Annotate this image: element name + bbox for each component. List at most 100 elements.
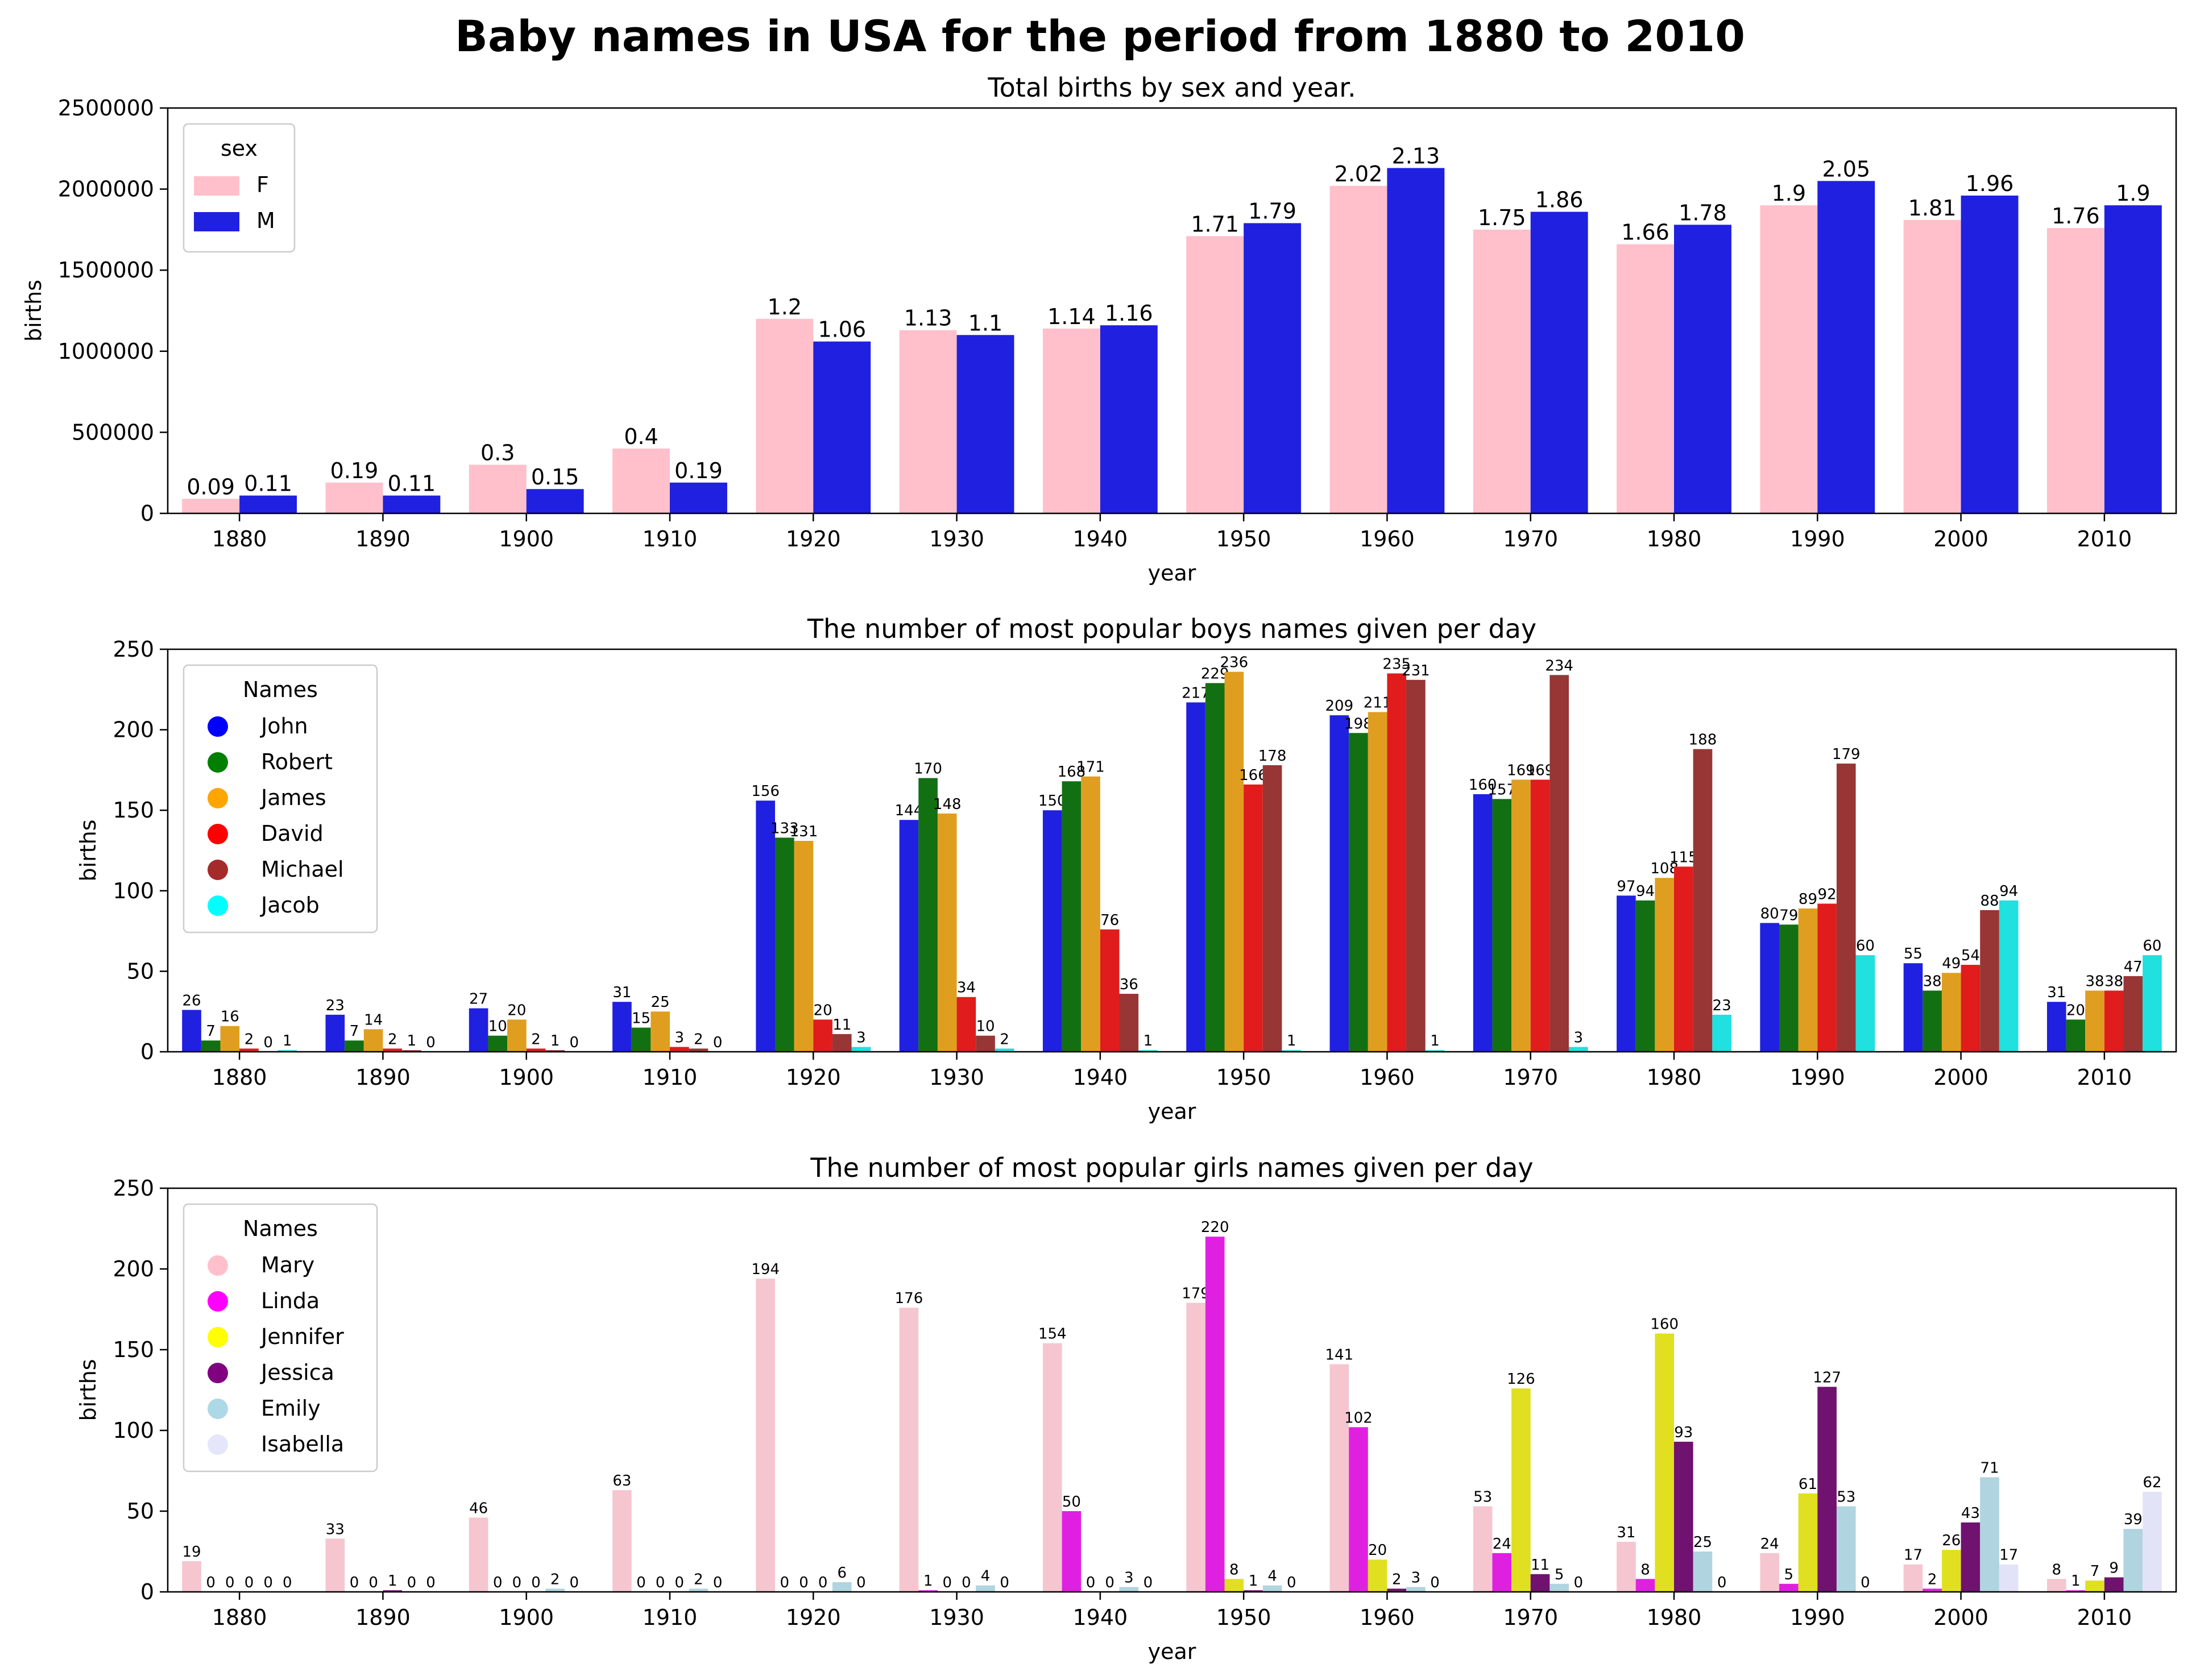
x-tick-label: 1880 [212, 526, 267, 551]
legend-label: Robert [261, 749, 333, 774]
data-label: 25 [1693, 1534, 1712, 1551]
data-label: 170 [914, 761, 942, 778]
bar-jacob-1990 [1855, 955, 1875, 1052]
data-label: 0 [1143, 1574, 1153, 1591]
bar-james-1960 [1368, 712, 1387, 1052]
data-label: 169 [1526, 762, 1555, 779]
data-label: 0 [799, 1574, 809, 1591]
y-tick-label: 500000 [72, 420, 154, 445]
bar-m-1910 [670, 482, 727, 513]
data-label: 60 [2143, 938, 2161, 955]
legend-label: Jennifer [260, 1324, 344, 1349]
axes-frame [167, 107, 2177, 515]
x-tick-label: 1940 [1072, 1605, 1128, 1630]
bar-mary-1990 [1760, 1553, 1780, 1592]
bar-jacob-1950 [1282, 1050, 1302, 1052]
data-label: 7 [350, 1023, 359, 1040]
bar-jessica-2010 [2104, 1577, 2124, 1592]
data-label: 179 [1832, 746, 1861, 763]
bar-john-1970 [1473, 794, 1493, 1052]
data-label: 25 [651, 994, 670, 1011]
legend-label: Linda [261, 1288, 320, 1313]
data-label: 88 [1980, 893, 1999, 910]
data-label: 0 [1105, 1574, 1114, 1591]
bar-john-1900 [469, 1008, 488, 1052]
bar-jennifer-1990 [1798, 1493, 1818, 1592]
bar-jacob-2000 [1999, 900, 2019, 1052]
bar-michael-1920 [832, 1034, 852, 1052]
x-tick-label: 1910 [643, 1605, 698, 1630]
legend-marker-jacob [208, 895, 228, 916]
y-axis-label: births [76, 819, 101, 881]
x-tick-label: 1950 [1216, 526, 1271, 551]
bar-jennifer-2000 [1941, 1550, 1961, 1592]
bar-isabella-2000 [1999, 1564, 2019, 1592]
bar-john-1950 [1186, 702, 1205, 1052]
x-tick-label: 1990 [1790, 1065, 1845, 1090]
x-axis-label: year [1148, 561, 1196, 586]
data-label: 127 [1813, 1369, 1841, 1386]
x-tick-label: 1980 [1647, 526, 1702, 551]
bar-james-1880 [220, 1026, 240, 1052]
bar-jacob-1880 [277, 1050, 297, 1052]
data-label: 0 [713, 1574, 723, 1591]
bar-robert-1900 [488, 1035, 508, 1052]
x-axis-label: year [1148, 1639, 1196, 1664]
data-label: 234 [1545, 657, 1573, 674]
data-label: 62 [2143, 1474, 2161, 1491]
data-label: 231 [1402, 662, 1430, 679]
bar-michael-1960 [1406, 679, 1426, 1052]
data-label: 160 [1650, 1316, 1679, 1333]
chart-title: The number of most popular boys names gi… [807, 613, 1536, 644]
data-label: 209 [1325, 698, 1354, 715]
bar-f-2000 [1903, 219, 1961, 514]
data-label: 0 [368, 1574, 378, 1591]
bar-m-1960 [1387, 168, 1445, 513]
data-label: 0 [1430, 1574, 1440, 1591]
data-label: 0 [570, 1574, 579, 1591]
bar-michael-1900 [545, 1050, 565, 1052]
x-tick-label: 1950 [1216, 1065, 1271, 1090]
bar-linda-1980 [1635, 1579, 1655, 1592]
data-label: 141 [1325, 1347, 1354, 1364]
bar-f-1920 [756, 318, 814, 513]
data-label: 1 [283, 1032, 292, 1050]
x-tick-label: 1930 [929, 526, 984, 551]
bar-mary-1950 [1186, 1302, 1205, 1592]
bar-james-2000 [1941, 973, 1961, 1052]
data-label: 2 [245, 1031, 254, 1048]
data-label: 0.15 [531, 464, 579, 490]
data-label: 23 [326, 997, 345, 1014]
data-label: 148 [933, 796, 962, 813]
bar-mary-1880 [182, 1561, 201, 1592]
bar-robert-2010 [2066, 1019, 2086, 1052]
data-label: 53 [1837, 1488, 1855, 1505]
bar-james-1920 [794, 841, 814, 1052]
data-label: 24 [1760, 1536, 1779, 1553]
data-label: 0 [283, 1574, 292, 1591]
axes-frame [167, 1187, 2177, 1593]
data-label: 31 [2047, 984, 2066, 1001]
legend: sex FM [183, 123, 296, 253]
y-axis-label: births [21, 280, 46, 342]
data-label: 1.2 [768, 294, 802, 320]
data-label: 0 [263, 1034, 273, 1051]
data-label: 3 [675, 1030, 685, 1047]
data-label: 97 [1617, 878, 1635, 895]
chart-title: The number of most popular girls names g… [810, 1152, 1533, 1183]
data-label: 157 [1488, 781, 1516, 798]
data-label: 156 [751, 783, 780, 800]
data-label: 0 [1717, 1574, 1727, 1591]
legend-title: Names [243, 1216, 318, 1241]
bar-john-1890 [325, 1014, 345, 1052]
x-tick-label: 1910 [643, 1065, 698, 1090]
bar-m-2000 [1961, 196, 2019, 513]
x-tick-label: 1890 [355, 1605, 411, 1630]
y-tick-label: 0 [140, 1039, 154, 1064]
bar-robert-1890 [345, 1040, 364, 1052]
data-label: 10 [976, 1018, 995, 1035]
bar-emily-1970 [1549, 1583, 1569, 1592]
data-label: 0 [942, 1574, 952, 1591]
legend: Names John Robert James David Michael Jacob [183, 664, 378, 934]
data-label: 0 [407, 1574, 417, 1591]
